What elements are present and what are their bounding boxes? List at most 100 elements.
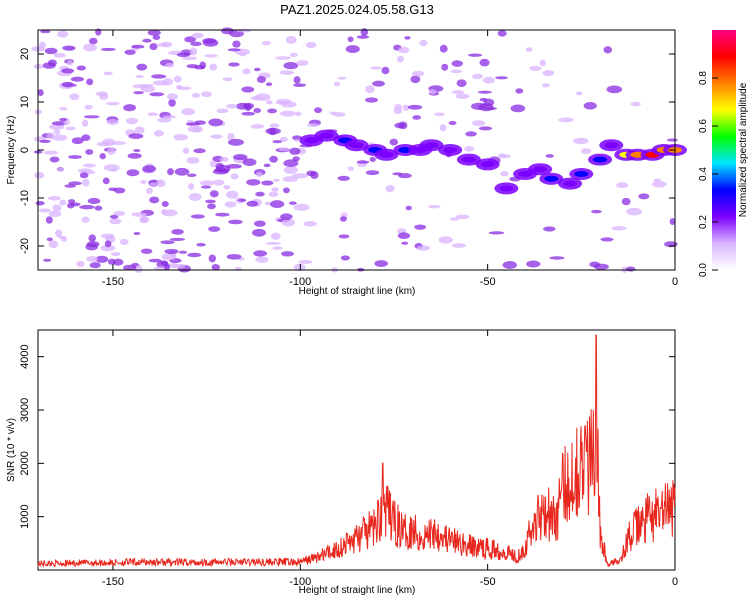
spectrogram-noise-blob xyxy=(44,47,58,55)
spectrogram-noise-blob xyxy=(638,193,650,200)
colorbar-ticks: 0.0 0.2 0.4 0.6 0.8 xyxy=(698,71,718,277)
spectrogram-noise-blob xyxy=(374,260,389,267)
spectrogram-noise-blob xyxy=(142,38,152,43)
spectrogram-noise-blob xyxy=(448,120,457,126)
snr-ytick-label: 2000 xyxy=(19,451,31,475)
spectrogram-noise-blob xyxy=(279,110,296,117)
signal-track-point xyxy=(424,142,439,149)
signal-track-point xyxy=(518,171,533,177)
spectrogram-noise-blob xyxy=(178,250,188,254)
spectrogram-noise-blob xyxy=(590,209,602,214)
spectrogram-noise-blob xyxy=(43,258,52,262)
spectrogram-noise-blob xyxy=(196,243,206,247)
spectrogram-noise-blob xyxy=(164,263,171,271)
spectrogram-noise-blob xyxy=(477,90,492,94)
spectrogram-noise-blob xyxy=(100,244,116,252)
spectrogram-noise-blob xyxy=(109,218,122,225)
spectrogram-noise-blob xyxy=(264,201,272,206)
spectrogram-noise-blob xyxy=(151,74,167,79)
spectrogram-noise-blob xyxy=(392,172,403,176)
spectrogram-noise-blob xyxy=(207,203,216,210)
spectrogram-noise-blob xyxy=(134,265,143,273)
signal-track-point xyxy=(593,156,608,163)
spectrogram-ylabel: Frequency (Hz) xyxy=(6,116,17,185)
spectrogram-noise-blob xyxy=(133,149,141,153)
spectrogram-noise-blob xyxy=(88,37,98,45)
spectrogram-noise-blob xyxy=(303,220,318,227)
spectrogram-noise-blob xyxy=(270,232,281,240)
snr-xlabel: Height of straight line (km) xyxy=(299,585,416,596)
spectrogram-noise-blob xyxy=(209,63,218,71)
spectrogram-noise-blob xyxy=(242,68,251,75)
spectrogram-noise-blob xyxy=(135,75,144,79)
spectrogram-noise-blob xyxy=(337,76,347,80)
spectrogram-noise-blob xyxy=(147,29,161,36)
spectrogram-noise-blob xyxy=(81,119,89,127)
spectrogram-noise-blob xyxy=(166,93,178,101)
spectrogram-noise-blob xyxy=(253,108,262,114)
spectrogram-noise-blob xyxy=(580,148,592,155)
spectrogram-noise-blob xyxy=(66,60,73,66)
spectrogram-noise-blob xyxy=(616,182,629,189)
spectrogram-noise-blob xyxy=(255,256,269,263)
spectrogram-noise-blob xyxy=(417,245,430,251)
spectrogram-noise-blob xyxy=(255,191,265,197)
spectrogram-noise-blob xyxy=(292,135,303,141)
spectrogram-noise-blob xyxy=(282,176,298,183)
spectrogram-noise-blob xyxy=(497,30,507,37)
signal-track-point xyxy=(319,132,334,139)
spectrogram-noise-blob xyxy=(86,78,94,86)
spectrogram-noise-blob xyxy=(100,47,116,52)
spectrogram-noise-blob xyxy=(79,172,89,179)
spectrogram-noise-blob xyxy=(464,145,475,152)
spectrogram-noise-blob xyxy=(525,47,533,52)
spectrogram-noise-blob xyxy=(208,254,216,263)
colorbar-tick-label: 0.2 xyxy=(698,215,709,229)
spectrogram-noise-blob xyxy=(606,85,623,94)
spectrogram-noise-blob xyxy=(134,126,145,134)
spectrogram-noise-blob xyxy=(209,190,219,198)
spectrogram-noise-blob xyxy=(272,178,280,182)
spectrogram-noise-blob xyxy=(412,115,422,120)
spectrogram-noise-blob xyxy=(85,243,99,251)
spectrogram-noise-blob xyxy=(306,123,320,128)
spectrogram-noise-blob xyxy=(488,231,505,235)
colorbar-label: Normalized spectral amplitude xyxy=(738,82,749,217)
spectrogram-noise-blob xyxy=(124,49,136,55)
snr-frame xyxy=(37,329,676,571)
spectrogram-noise-blob xyxy=(123,104,136,112)
spectrogram-noise-blob xyxy=(242,158,257,167)
spectrogram-noise-blob xyxy=(251,228,267,237)
spectrogram-noise-blob xyxy=(241,111,256,116)
spectrogram-noise-blob xyxy=(369,156,376,162)
spectrogram-noise-blob xyxy=(269,155,278,163)
spectrogram-noise-blob xyxy=(51,134,68,141)
spectrogram-noise-blob xyxy=(441,63,449,71)
spectrogram-noise-blob xyxy=(87,197,101,205)
signal-track-point xyxy=(563,180,578,187)
spectrogram-noise-blob xyxy=(60,235,68,242)
spectrogram-noise-blob xyxy=(283,62,299,70)
spectrogram-noise-blob xyxy=(215,212,230,217)
spectrogram-noise-blob xyxy=(255,171,263,178)
spectrogram-noise-blob xyxy=(495,76,508,80)
spectrogram-noise-blob xyxy=(221,27,234,35)
spectrogram-noise-blob xyxy=(498,154,511,159)
spectrogram-noise-blob xyxy=(265,99,273,105)
spectrogram-noise-blob xyxy=(52,204,62,212)
spectrogram-noise-blob xyxy=(253,250,268,257)
spectrogram-noise-blob xyxy=(230,173,239,180)
spectrogram-noise-blob xyxy=(226,253,242,260)
spectrogram-noise-blob xyxy=(112,258,124,266)
spectrogram-noise-blob xyxy=(465,131,477,137)
spectrogram-noise-blob xyxy=(42,62,56,69)
spectrogram-noise-blob xyxy=(515,88,524,94)
spectrogram-noise-blob xyxy=(246,200,259,207)
spectrogram-noise-blob xyxy=(356,160,370,164)
spectrogram-ytick-label: 0 xyxy=(19,147,31,153)
spectrogram-noise-blob xyxy=(407,104,423,110)
spectrogram-noise-blob xyxy=(147,112,158,117)
spectrogram-noise-blob xyxy=(175,85,183,89)
spectrogram-noise-blob xyxy=(428,204,441,209)
spectrogram-noise-blob xyxy=(451,243,467,248)
